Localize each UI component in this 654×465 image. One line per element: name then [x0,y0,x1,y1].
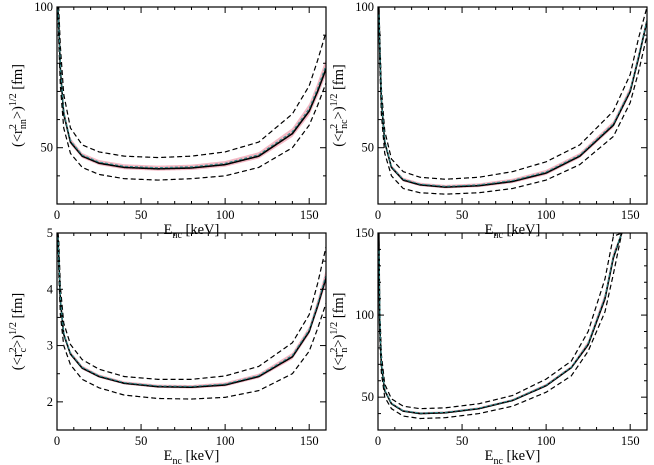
x-tick-label: 0 [54,434,60,448]
y-axis-label: (<r2n>)1/2 [fm] [329,292,350,370]
y-tick-label: 100 [355,308,374,322]
series-lower [57,7,326,181]
series-upper [378,233,622,410]
axes-frame [56,6,327,205]
y-axis-label: (<r2nn>)1/2 [fm] [8,64,29,147]
series-lower [378,233,623,420]
x-tick-label: 50 [456,208,469,222]
x-tick-label: 50 [135,208,148,222]
x-tick-label: 150 [300,208,319,222]
series-overlay [378,234,622,414]
plot-area [57,7,326,181]
x-tick-label: 50 [135,434,148,448]
x-tick-label: 150 [621,208,640,222]
uncertainty-band [58,9,326,171]
y-tick-label: 3 [47,339,53,353]
y-axis-label: (<r2nc>)1/2 [fm] [329,64,350,146]
series-central [57,7,326,170]
x-tick-label: 0 [375,434,381,448]
y-tick-label: 50 [362,390,375,404]
y-tick-label: 4 [47,282,54,296]
y-axis-label: (<r2c>)1/2 [fm] [8,293,29,370]
axes-frame [56,232,327,431]
uncertainty-band [379,234,622,415]
series-upper [57,7,326,159]
series-lower [57,233,326,400]
series-central [57,233,326,389]
plot-area [57,233,326,400]
x-tick-label: 0 [375,208,381,222]
plot-area [378,7,647,195]
series-overlay [57,237,326,387]
x-axis-label: Enc [keV] [164,222,220,241]
axes-frame [377,6,648,205]
uncertainty-band [379,14,647,189]
y-tick-label: 100 [34,0,53,14]
x-tick-label: 0 [54,208,60,222]
y-tick-label: 5 [47,226,53,240]
y-tick-label: 50 [362,141,375,155]
x-axis-label: Enc [keV] [485,222,541,241]
y-tick-label: 50 [41,141,54,155]
series-overlay [57,9,326,169]
series-upper [378,7,647,180]
series-central [378,7,647,188]
x-axis-label: Enc [keV] [164,448,220,465]
x-axis-label: Enc [keV] [485,448,541,465]
y-tick-label: 100 [355,0,374,14]
panel-rc: 0 50 100 150 2 3 4 5 Enc [keV] (<r2c>)1/2 [fm] [8,226,327,465]
uncertainty-band [58,236,326,389]
y-tick-label: 150 [355,226,374,240]
series-lower [378,7,647,195]
x-tick-label: 100 [216,434,235,448]
x-tick-label: 150 [621,434,640,448]
series-upper [57,233,326,380]
x-tick-label: 50 [456,434,469,448]
x-tick-label: 100 [537,434,556,448]
series-overlay [378,14,647,187]
panel-rn: 0 50 100 150 50 100 150 Enc [keV] (<r2n>)1/2 [fm… [329,226,648,465]
x-tick-label: 100 [216,208,235,222]
x-tick-label: 100 [537,208,556,222]
series-central [378,233,623,415]
plot-area [378,233,623,420]
x-tick-label: 150 [300,434,319,448]
y-tick-label: 2 [47,395,53,409]
